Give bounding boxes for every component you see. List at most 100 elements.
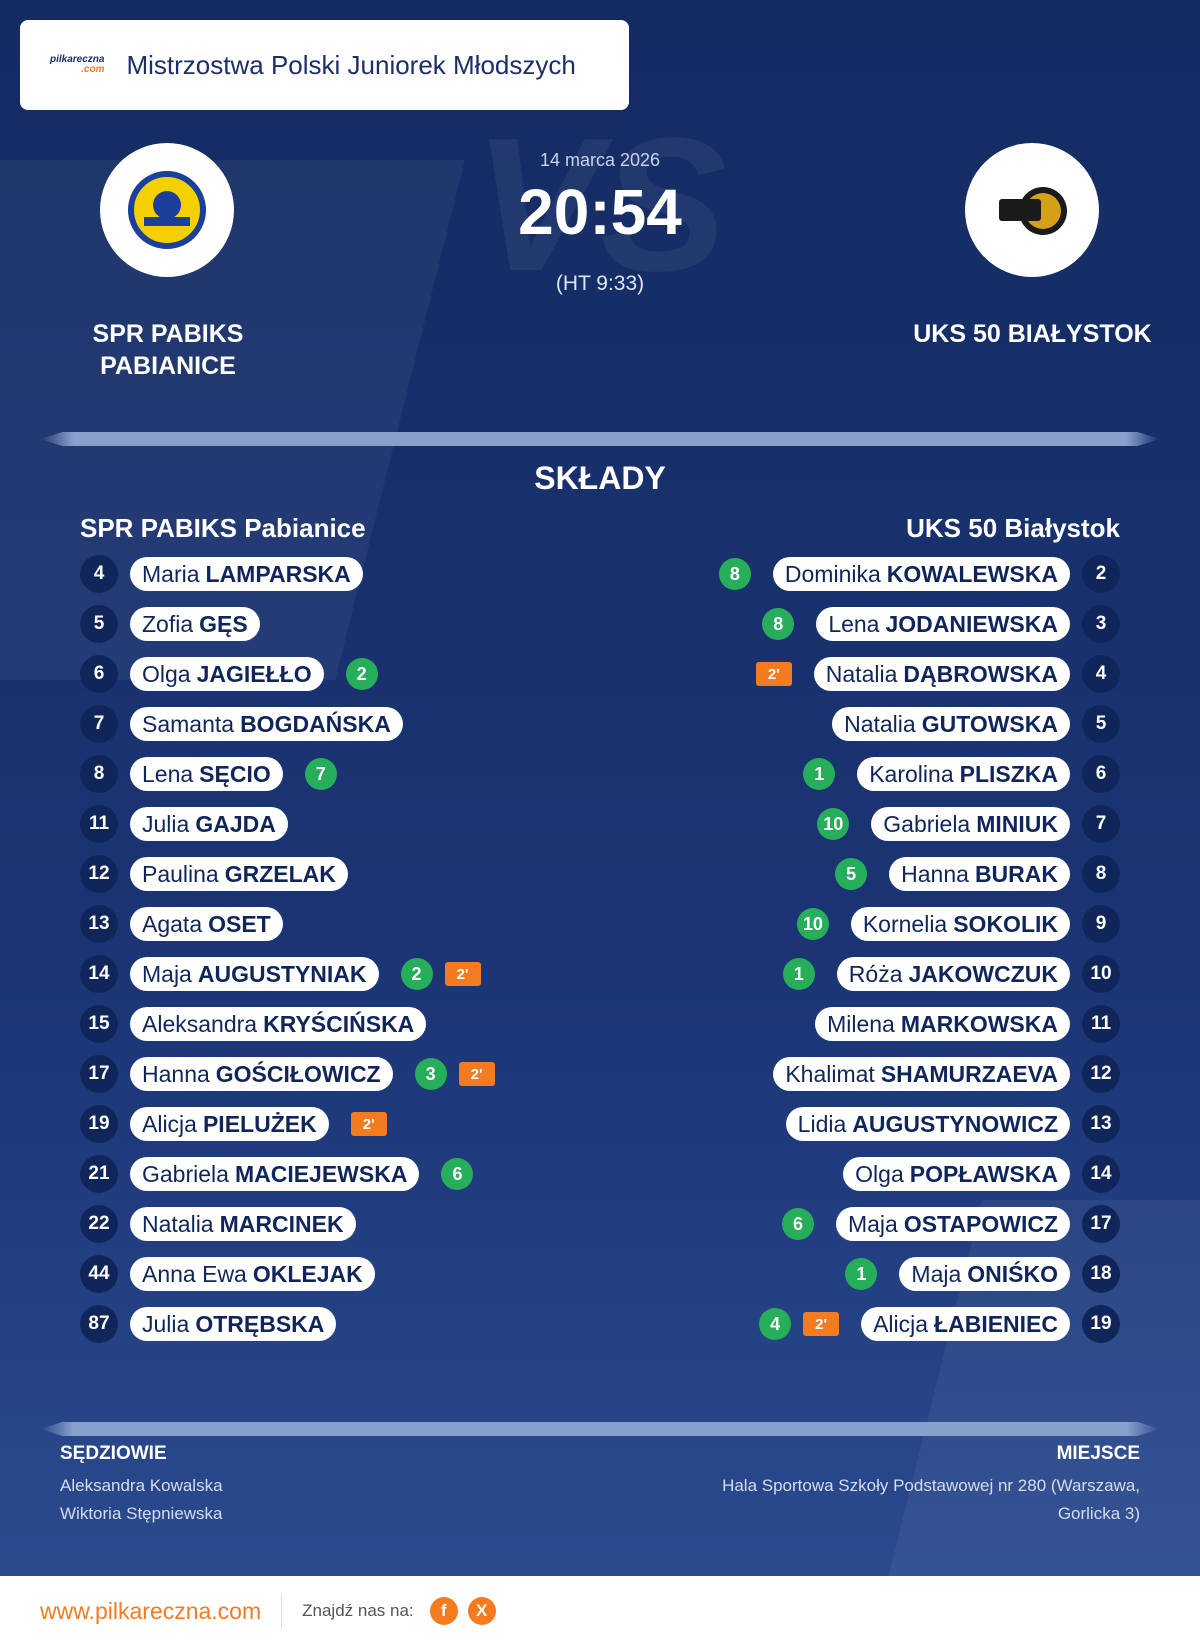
goals: 8: [762, 608, 795, 640]
first-name: Lena: [828, 610, 880, 637]
shirt-number: 87: [80, 1305, 118, 1343]
first-name: Natalia: [825, 660, 898, 687]
score: 20:54: [518, 176, 682, 248]
shirt-number: 21: [80, 1155, 118, 1193]
player-name: Alicja ŁABIENIEC: [861, 1307, 1070, 1341]
first-name: Milena: [827, 1010, 895, 1037]
shirt-number: 44: [80, 1255, 118, 1293]
player-row: Khalimat SHAMURZAEVA 12: [773, 1054, 1120, 1094]
player-name: Natalia MARCINEK: [130, 1207, 356, 1241]
first-name: Maria: [142, 560, 200, 587]
last-name: GAJDA: [195, 810, 276, 837]
shirt-number: 12: [80, 855, 118, 893]
player-name: Samanta BOGDAŃSKA: [130, 707, 403, 741]
first-name: Maja: [911, 1260, 962, 1287]
player-row: 10 Kornelia SOKOLIK 9: [796, 904, 1120, 944]
lineups-title: SKŁADY: [534, 460, 666, 496]
player-row: 10 Gabriela MINIUK 7: [817, 804, 1120, 844]
player-name: Natalia GUTOWSKA: [832, 707, 1070, 741]
vs-watermark: VS: [473, 99, 727, 311]
player-row: Natalia GUTOWSKA 5: [832, 704, 1120, 744]
shirt-number: 14: [1082, 1155, 1120, 1193]
goals: 1: [803, 758, 836, 790]
away-team-name: UKS 50 BIAŁYSTOK: [913, 320, 1152, 348]
venue-title: MIEJSCE: [1056, 1443, 1140, 1464]
player-row: 12 Paulina GRZELAK: [80, 854, 348, 894]
player-name: Hanna GOŚCIŁOWICZ: [130, 1057, 393, 1091]
first-name: Khalimat: [785, 1060, 875, 1087]
last-name: MARKOWSKA: [900, 1010, 1058, 1037]
first-name: Hanna: [142, 1060, 210, 1087]
player-name: Paulina GRZELAK: [130, 857, 348, 891]
player-row: 19 Alicja PIELUŻEK 2': [80, 1104, 387, 1144]
player-name: Olga JAGIEŁŁO: [130, 657, 324, 691]
shirt-number: 9: [1082, 905, 1120, 943]
player-row: 21 Gabriela MACIEJEWSKA 6: [80, 1154, 474, 1194]
logo-suffix: .com: [81, 64, 105, 75]
shirt-number: 14: [80, 955, 118, 993]
website-link[interactable]: www.pilkareczna.com: [40, 1594, 283, 1628]
crest-icon: [999, 187, 1067, 235]
goals: 2: [345, 658, 378, 690]
facebook-link[interactable]: f: [429, 1597, 458, 1625]
last-name: OTRĘBSKA: [195, 1310, 325, 1337]
last-name: GUTOWSKA: [921, 710, 1058, 737]
first-name: Julia: [142, 1310, 190, 1337]
player-name: Kornelia SOKOLIK: [850, 907, 1070, 941]
crest-icon: [128, 171, 206, 249]
first-name: Róża: [848, 960, 903, 987]
last-name: POPŁAWSKA: [909, 1160, 1058, 1187]
last-name: OKLEJAK: [252, 1260, 363, 1287]
player-row: 5 Hanna BURAK 8: [835, 854, 1120, 894]
last-name: SĘCIO: [199, 760, 271, 787]
goals: 6: [441, 1158, 474, 1190]
goals: 10: [817, 808, 850, 840]
follow-label: Znajdź nas na:: [302, 1601, 414, 1620]
officials-title: SĘDZIOWIE: [60, 1443, 167, 1464]
shirt-number: 18: [1082, 1255, 1120, 1293]
player-row: 4 Maria LAMPARSKA: [80, 554, 363, 594]
first-name: Agata: [142, 910, 203, 937]
player-row: 11 Julia GAJDA: [80, 804, 288, 844]
shirt-number: 13: [80, 905, 118, 943]
footer: www.pilkareczna.com Znajdź nas na: f X: [0, 1576, 1200, 1646]
player-row: 44 Anna Ewa OKLEJAK: [80, 1254, 375, 1294]
last-name: GOŚCIŁOWICZ: [215, 1060, 381, 1087]
shirt-number: 4: [80, 555, 118, 593]
x-link[interactable]: X: [467, 1597, 496, 1625]
player-name: Milena MARKOWSKA: [815, 1007, 1070, 1041]
last-name: JODANIEWSKA: [885, 610, 1058, 637]
shirt-number: 5: [1082, 705, 1120, 743]
player-row: 14 Maja AUGUSTYNIAK 2 2': [80, 954, 481, 994]
first-name: Dominika: [784, 560, 881, 587]
player-name: Olga POPŁAWSKA: [843, 1157, 1070, 1191]
goals: 1: [845, 1258, 878, 1290]
first-name: Paulina: [142, 860, 219, 887]
logo-text: pilkareczna: [50, 54, 105, 65]
first-name: Gabriela: [142, 1160, 229, 1187]
last-name: OSET: [208, 910, 271, 937]
last-name: KRYŚCIŃSKA: [263, 1010, 415, 1037]
shirt-number: 5: [80, 605, 118, 643]
player-name: Anna Ewa OKLEJAK: [130, 1257, 375, 1291]
shirt-number: 11: [1082, 1005, 1120, 1043]
first-name: Samanta: [142, 710, 235, 737]
shirt-number: 17: [1082, 1205, 1120, 1243]
player-name: Dominika KOWALEWSKA: [772, 557, 1070, 591]
first-name: Lena: [142, 760, 194, 787]
last-name: JAKOWCZUK: [908, 960, 1059, 987]
shirt-number: 12: [1082, 1055, 1120, 1093]
first-name: Aleksandra: [142, 1010, 258, 1037]
last-name: LAMPARSKA: [205, 560, 351, 587]
last-name: GĘS: [199, 610, 248, 637]
shirt-number: 10: [1082, 955, 1120, 993]
player-name: Aleksandra KRYŚCIŃSKA: [130, 1007, 427, 1041]
player-name: Julia OTRĘBSKA: [130, 1307, 337, 1341]
shirt-number: 17: [80, 1055, 118, 1093]
player-row: 7 Samanta BOGDAŃSKA: [80, 704, 403, 744]
divider: [40, 1422, 1160, 1436]
first-name: Alicja: [142, 1110, 197, 1137]
last-name: MACIEJEWSKA: [234, 1160, 408, 1187]
penalty: 2': [444, 962, 481, 986]
player-name: Lidia AUGUSTYNOWICZ: [785, 1107, 1070, 1141]
